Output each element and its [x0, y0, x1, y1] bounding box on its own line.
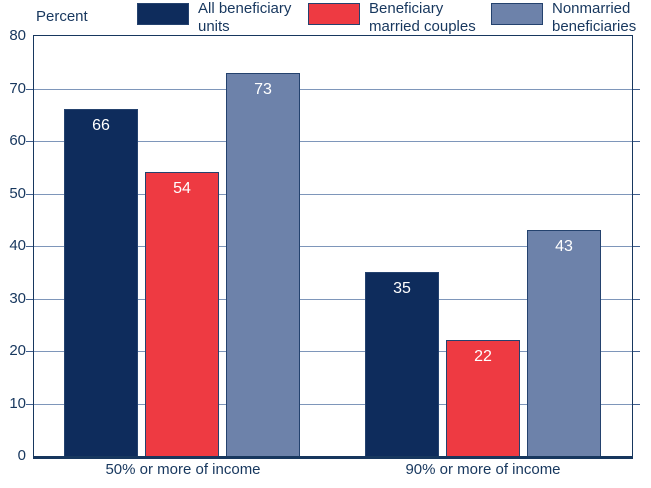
- legend-label: Nonmarried beneficiaries: [552, 0, 636, 36]
- legend-swatch: [491, 3, 543, 25]
- legend-item-all-beneficiary-units: All beneficiary units: [137, 0, 291, 36]
- legend-label: All beneficiary units: [198, 0, 291, 36]
- y-axis-tick-label: 0: [17, 447, 26, 464]
- bar: 54: [145, 172, 219, 456]
- bar-value-label: 73: [254, 81, 272, 98]
- bar: 22: [446, 340, 520, 456]
- legend-label-line: Nonmarried: [552, 0, 631, 17]
- x-category-label: 90% or more of income: [405, 461, 561, 478]
- gridline: [34, 299, 632, 300]
- bar-value-label: 22: [474, 348, 492, 365]
- gridline: [34, 404, 632, 405]
- right-axis-tick: [633, 299, 640, 300]
- bar-value-label: 35: [393, 280, 411, 297]
- legend: All beneficiary units Beneficiary marrie…: [0, 0, 651, 42]
- gridline: [34, 141, 632, 142]
- y-axis-tick-label: 70: [9, 80, 26, 97]
- legend-label-line: Beneficiary: [369, 0, 444, 17]
- left-axis-tick: [26, 404, 33, 405]
- bar-value-label: 54: [173, 180, 191, 197]
- right-axis-tick: [633, 351, 640, 352]
- legend-swatch: [137, 3, 189, 25]
- left-axis-tick: [26, 246, 33, 247]
- legend-item-beneficiary-married-couples: Beneficiary married couples: [308, 0, 476, 36]
- legend-label-line: units: [198, 18, 230, 35]
- right-axis-tick: [633, 141, 640, 142]
- legend-swatch: [308, 3, 360, 25]
- plot-area: 66 35 54 22 73 43: [33, 35, 633, 459]
- left-axis-tick: [26, 194, 33, 195]
- left-axis-tick: [26, 299, 33, 300]
- left-axis-tick: [26, 89, 33, 90]
- bar-value-label: 43: [555, 238, 573, 255]
- y-axis-tick-label: 40: [9, 237, 26, 254]
- y-axis-tick-label: 10: [9, 395, 26, 412]
- left-axis-tick: [26, 141, 33, 142]
- bar-value-label: 66: [92, 117, 110, 134]
- bar: 35: [365, 272, 439, 456]
- gridline: [34, 351, 632, 352]
- gridline: [34, 194, 632, 195]
- bar: 73: [226, 73, 300, 456]
- y-axis-tick-label: 50: [9, 185, 26, 202]
- y-axis-tick-label: 30: [9, 290, 26, 307]
- legend-label-line: married couples: [369, 18, 476, 35]
- gridline: [34, 246, 632, 247]
- legend-item-nonmarried-beneficiaries: Nonmarried beneficiaries: [491, 0, 636, 36]
- y-axis-tick-label: 20: [9, 342, 26, 359]
- legend-label: Beneficiary married couples: [369, 0, 476, 36]
- legend-label-line: All beneficiary: [198, 0, 292, 17]
- bar: 43: [527, 230, 601, 456]
- y-axis-tick-label: 60: [9, 132, 26, 149]
- right-axis-tick: [633, 89, 640, 90]
- right-axis-tick: [633, 194, 640, 195]
- gridline: [34, 89, 632, 90]
- y-axis-title: Percent: [36, 8, 88, 25]
- right-axis-tick: [633, 246, 640, 247]
- right-axis-tick: [633, 404, 640, 405]
- legend-label-line: beneficiaries: [552, 18, 637, 35]
- left-axis-tick: [26, 351, 33, 352]
- y-axis-tick-label: 80: [9, 27, 26, 44]
- bar: 66: [64, 109, 138, 456]
- x-category-label: 50% or more of income: [105, 461, 261, 478]
